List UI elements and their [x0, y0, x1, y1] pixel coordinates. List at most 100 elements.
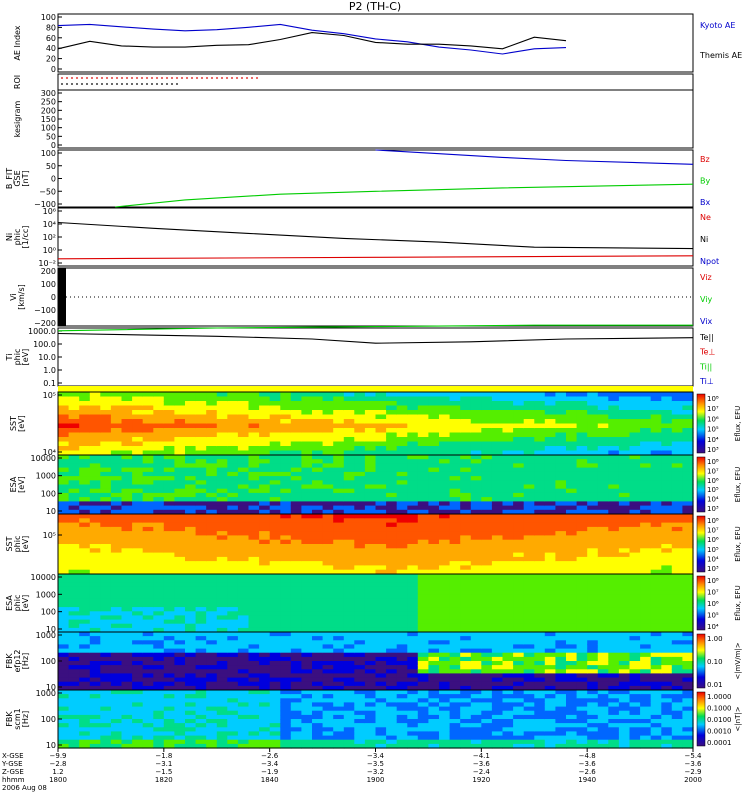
heat-cell-sst_e	[640, 539, 652, 545]
heat-cell-fbk1	[386, 656, 398, 662]
heat-cell-esa_e	[618, 590, 631, 596]
heat-cell-fbk2	[280, 690, 292, 695]
heat-cell-esa_i	[333, 488, 345, 494]
heat-cell-fbk1	[671, 632, 683, 637]
heat-cell-sst_i	[364, 450, 377, 456]
heat-cell-fbk2	[79, 714, 91, 720]
heat-cell-esa_e	[534, 603, 546, 608]
heat-cell-esa_e	[566, 615, 578, 621]
heat-cell-fbk2	[185, 727, 197, 732]
heat-cell-sst_e	[417, 552, 429, 558]
heat-cell-sst_e	[555, 561, 567, 566]
heat-cell-esa_e	[640, 615, 652, 621]
heat-cell-esa_e	[417, 603, 429, 608]
heat-cell-fbk2	[364, 714, 377, 720]
heat-cell-fbk2	[68, 698, 80, 703]
heat-cell-esa_i	[597, 488, 609, 494]
heat-cell-fbk1	[534, 644, 546, 650]
heat-cell-sst_e	[396, 535, 408, 541]
heat-cell-sst_i	[290, 437, 302, 443]
heat-cell-sst_i	[576, 414, 588, 420]
heat-cell-fbk1	[375, 685, 387, 691]
heat-cell-esa_i	[428, 471, 440, 477]
heat-cell-fbk1	[650, 661, 662, 666]
heat-cell-sst_i	[407, 414, 419, 420]
heat-cell-esa_i	[79, 492, 91, 498]
heat-cell-sst_i	[227, 401, 239, 407]
heat-cell-sst_e	[650, 535, 662, 541]
heat-cell-sst_i	[269, 432, 281, 438]
heat-cell-sst_e	[153, 518, 165, 524]
heat-cell-esa_e	[174, 627, 186, 633]
heat-cell-sst_e	[301, 552, 313, 558]
heat-cell-sst_i	[153, 401, 165, 407]
heat-cell-sst_e	[460, 561, 472, 566]
heat-cell-sst_e	[343, 539, 355, 545]
heat-cell-fbk1	[206, 636, 218, 641]
heat-cell-esa_e	[68, 586, 80, 592]
heat-cell-sst_e	[460, 556, 472, 562]
heat-cell-esa_e	[576, 574, 588, 579]
heat-cell-sst_e	[640, 526, 652, 532]
heat-cell-esa_e	[439, 590, 451, 596]
heat-cell-sst_i	[544, 410, 556, 416]
heat-cell-fbk1	[89, 632, 101, 637]
heat-cell-sst_e	[259, 539, 271, 545]
heat-cell-fbk2	[312, 710, 324, 716]
heat-cell-sst_e	[470, 539, 482, 545]
heat-cell-esa_i	[481, 509, 493, 515]
heat-cell-esa_i	[661, 463, 673, 469]
heat-cell-sst_e	[89, 526, 101, 532]
heat-cell-fbk1	[629, 685, 641, 691]
heat-cell-sst_i	[439, 396, 451, 402]
heat-cell-sst_i	[566, 405, 578, 411]
heat-cell-fbk1	[470, 673, 482, 679]
heat-cell-sst_i	[428, 437, 440, 443]
heat-cell-fbk1	[417, 632, 429, 637]
heat-cell-fbk2	[68, 702, 80, 708]
heat-cell-fbk2	[428, 727, 440, 732]
heat-cell-fbk2	[259, 694, 271, 699]
heat-cell-esa_e	[248, 582, 260, 587]
heat-cell-fbk2	[89, 723, 101, 728]
heat-cell-sst_i	[195, 405, 207, 411]
heat-cell-esa_i	[153, 505, 165, 511]
heat-cell-sst_i	[206, 419, 218, 425]
heat-cell-esa_e	[650, 615, 662, 621]
heat-cell-sst_i	[333, 392, 345, 398]
heat-cell-sst_i	[566, 401, 578, 407]
heat-cell-sst_i	[301, 446, 313, 452]
heat-cell-esa_e	[513, 619, 525, 625]
heat-cell-sst_e	[58, 544, 70, 549]
heat-cell-sst_e	[523, 514, 535, 519]
heat-cell-sst_i	[195, 432, 207, 438]
heat-cell-sst_e	[597, 518, 609, 524]
heat-cell-esa_e	[216, 623, 228, 629]
heat-cell-esa_e	[661, 574, 673, 579]
heat-cell-esa_e	[513, 574, 525, 579]
heat-cell-fbk2	[417, 698, 429, 703]
heat-cell-sst_i	[544, 392, 556, 398]
heat-cell-sst_i	[481, 419, 493, 425]
heat-cell-esa_i	[79, 501, 91, 507]
heat-cell-fbk1	[301, 661, 313, 666]
heat-cell-sst_e	[470, 548, 482, 554]
heat-cell-sst_i	[396, 396, 408, 402]
heat-cell-fbk2	[439, 690, 451, 695]
heat-cell-sst_e	[523, 565, 535, 571]
heat-cell-fbk1	[142, 677, 154, 683]
heat-cell-esa_i	[608, 497, 620, 502]
heat-cell-fbk1	[269, 661, 281, 666]
roi-dot	[186, 77, 188, 79]
heat-cell-sst_i	[375, 450, 387, 456]
heat-cell-sst_i	[68, 396, 80, 402]
heat-cell-fbk2	[312, 690, 324, 695]
heat-cell-fbk1	[682, 669, 694, 674]
heat-cell-esa_e	[417, 594, 429, 600]
heat-cell-sst_i	[79, 441, 91, 447]
heat-cell-sst_e	[185, 561, 197, 566]
heat-cell-esa_i	[682, 509, 694, 515]
heat-cell-esa_i	[343, 488, 355, 494]
heat-cell-esa_e	[523, 607, 535, 612]
